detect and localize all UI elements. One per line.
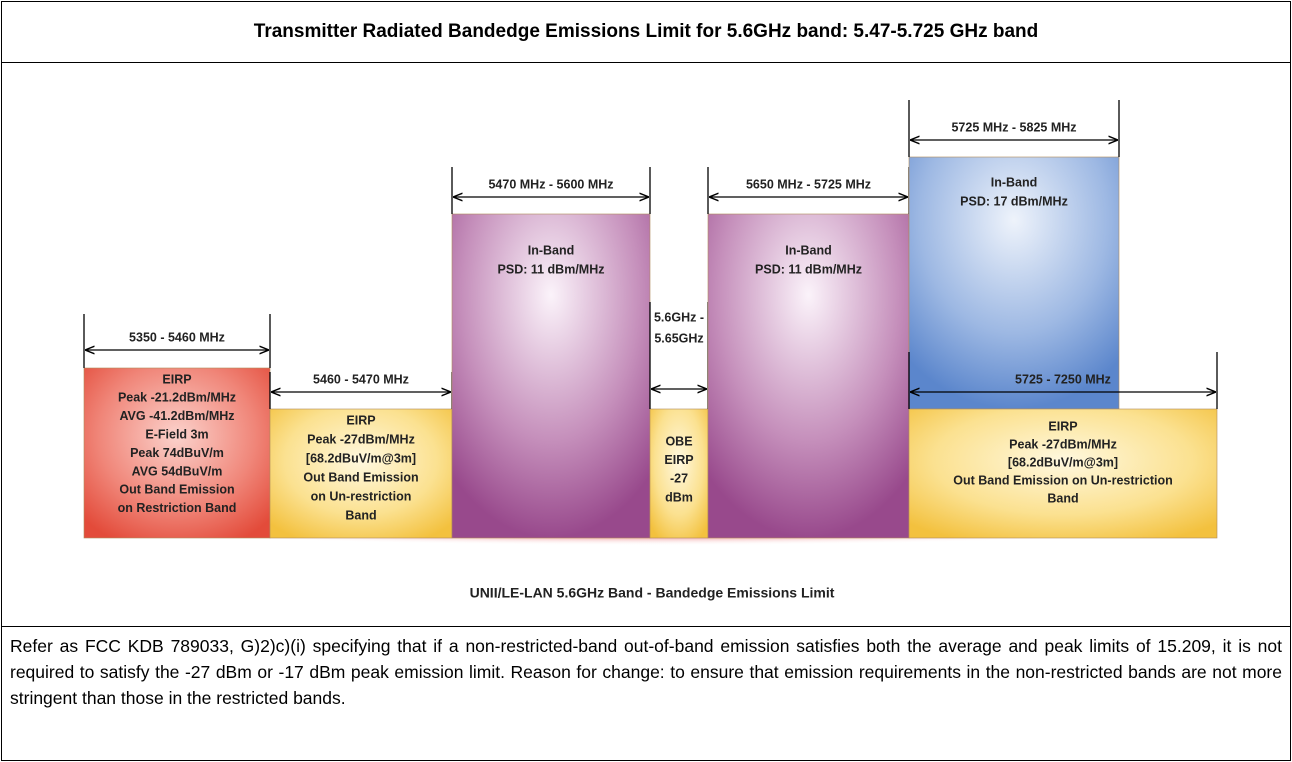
block-text: on Un-restriction — [311, 489, 412, 503]
block-text: EIRP — [1048, 419, 1077, 433]
block-text: PSD: 17 dBm/MHz — [960, 194, 1068, 208]
title: Transmitter Radiated Bandedge Emissions … — [2, 2, 1290, 63]
block-text: AVG 54dBuV/m — [132, 464, 223, 478]
band-block — [451, 213, 651, 539]
range-label: 5460 - 5470 MHz — [313, 372, 409, 386]
range-label: 5.65GHz — [654, 331, 703, 345]
diagram: UNII/LE-LAN 5.6GHz Band - Bandedge Emiss… — [82, 100, 1222, 601]
block-text: Peak -27dBm/MHz — [1009, 437, 1117, 451]
range-label: 5725 MHz - 5825 MHz — [951, 120, 1076, 134]
block-text: E-Field 3m — [145, 427, 208, 441]
range-label: 5725 - 7250 MHz — [1015, 372, 1111, 386]
band-block — [707, 213, 910, 539]
block-text: In-Band — [528, 243, 575, 257]
block-text: -27 — [670, 472, 688, 486]
block-text: In-Band — [785, 243, 832, 257]
block-text: Peak 74dBuV/m — [130, 446, 224, 460]
block-text: [68.2dBuV/m@3m] — [306, 451, 416, 465]
block-text: OBE — [665, 434, 692, 448]
block-text: EIRP — [346, 413, 375, 427]
note: Refer as FCC KDB 789033, G)2)c)(i) speci… — [2, 626, 1290, 717]
block-text: In-Band — [991, 175, 1038, 189]
range-label: 5.6GHz - — [654, 310, 704, 324]
block-text: dBm — [665, 490, 693, 504]
band-block — [908, 408, 1218, 539]
block-text: Out Band Emission — [303, 470, 418, 484]
block-text: PSD: 11 dBm/MHz — [498, 262, 605, 276]
range-label: 5650 MHz - 5725 MHz — [746, 177, 871, 191]
band-block — [269, 408, 453, 539]
block-text: Peak -27dBm/MHz — [307, 432, 415, 446]
block-text: EIRP — [664, 453, 693, 467]
caption: UNII/LE-LAN 5.6GHz Band - Bandedge Emiss… — [470, 585, 835, 601]
block-text: AVG -41.2dBm/MHz — [119, 409, 234, 423]
block-text: Band — [345, 508, 376, 522]
range-label: 5350 - 5460 MHz — [129, 330, 225, 344]
block-text: Out Band Emission on Un-restriction — [953, 473, 1172, 487]
block-text: Band — [1047, 491, 1078, 505]
band-block — [908, 156, 1120, 410]
block-text: PSD: 11 dBm/MHz — [755, 262, 862, 276]
range-label: 5470 MHz - 5600 MHz — [488, 177, 613, 191]
block-text: Out Band Emission — [119, 483, 234, 497]
band-block — [83, 367, 271, 539]
band-block — [649, 408, 709, 539]
block-text: EIRP — [162, 372, 191, 386]
block-text: [68.2dBuV/m@3m] — [1008, 455, 1118, 469]
block-text: Peak -21.2dBm/MHz — [118, 391, 236, 405]
block-text: on Restriction Band — [118, 501, 237, 515]
